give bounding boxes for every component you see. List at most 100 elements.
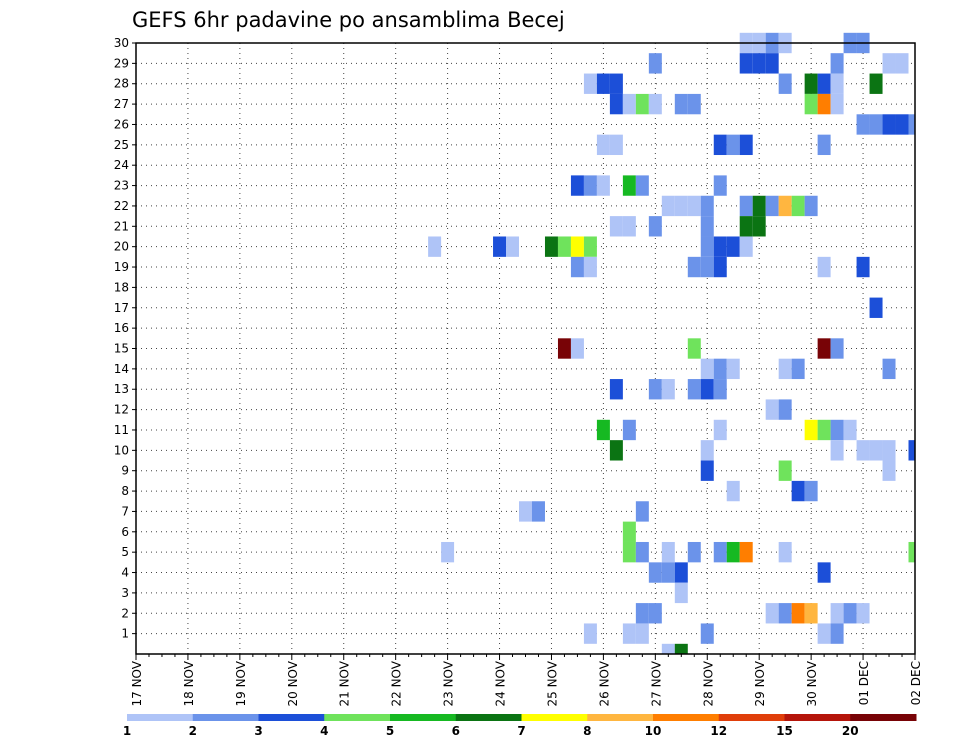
grid-lines xyxy=(136,43,916,654)
chart-title: GEFS 6hr padavine po ansamblima Becej xyxy=(132,8,565,32)
y-tick-label: 2 xyxy=(121,606,129,620)
y-tick-label: 30 xyxy=(114,36,129,50)
heatmap-cell xyxy=(713,379,727,400)
heatmap-cell xyxy=(700,623,714,644)
heatmap-cell xyxy=(557,236,571,257)
heatmap-cell xyxy=(583,623,597,644)
heatmap-cell xyxy=(687,93,701,115)
heatmap-cell xyxy=(765,195,779,217)
heatmap-cell xyxy=(441,541,455,563)
x-tick-label: 29 NOV xyxy=(753,660,767,706)
heatmap-cell xyxy=(895,53,909,74)
heatmap-cell xyxy=(843,603,857,624)
heatmap-cell xyxy=(609,379,623,400)
heatmap-cell xyxy=(661,195,675,217)
x-tick-label: 26 NOV xyxy=(597,660,611,706)
y-tick-label: 14 xyxy=(114,362,129,376)
heatmap-cell xyxy=(674,582,688,604)
y-tick-label: 25 xyxy=(114,138,129,152)
y-tick-label: 19 xyxy=(114,260,129,274)
heatmap-cell xyxy=(817,93,831,115)
heatmap-cell xyxy=(804,73,818,94)
heatmap-cell xyxy=(622,175,636,196)
heatmap-cell xyxy=(869,114,883,135)
heatmap-cell xyxy=(830,440,844,461)
colorbar-swatch xyxy=(521,714,588,721)
heatmap-cell xyxy=(830,623,844,644)
x-tick-label: 21 NOV xyxy=(338,660,352,706)
heatmap-cell xyxy=(791,358,805,380)
heatmap-cell xyxy=(648,93,662,115)
y-tick-label: 7 xyxy=(121,504,129,518)
colorbar-swatch xyxy=(850,714,917,721)
y-tick-label: 26 xyxy=(114,117,129,131)
heatmap-cell xyxy=(765,53,779,74)
colorbar-label: 8 xyxy=(583,724,591,738)
heatmap-cell xyxy=(713,256,727,278)
heatmap-cell xyxy=(700,216,714,237)
x-tick-label: 17 NOV xyxy=(130,660,144,706)
heatmap-cell xyxy=(804,419,818,441)
heatmap-cell xyxy=(791,195,805,217)
heatmap-cell xyxy=(804,480,818,502)
heatmap-cell xyxy=(752,53,766,74)
heatmap-cell xyxy=(635,501,649,522)
heatmap-cell xyxy=(765,399,779,420)
x-tick-label: 27 NOV xyxy=(649,660,663,706)
heatmap-cell xyxy=(700,195,714,217)
heatmap-cell xyxy=(687,256,701,278)
heatmap-cell xyxy=(583,73,597,94)
heatmap-cell xyxy=(778,460,792,481)
heatmap-cell xyxy=(713,419,727,441)
heatmap-cell xyxy=(609,93,623,115)
heatmap-cell xyxy=(830,419,844,441)
y-tick-label: 27 xyxy=(114,97,129,111)
x-tick-label: 22 NOV xyxy=(390,660,404,706)
heatmap-cell xyxy=(726,358,740,380)
y-tick-label: 24 xyxy=(114,158,129,172)
y-tick-label: 6 xyxy=(121,525,129,539)
heatmap-cell xyxy=(674,93,688,115)
heatmap-cell xyxy=(830,338,844,359)
heatmap-cell xyxy=(635,541,649,563)
colorbar-label: 7 xyxy=(517,724,525,738)
heatmap-cell xyxy=(648,216,662,237)
heatmap-cell xyxy=(856,256,870,278)
heatmap-cell xyxy=(635,623,649,644)
heatmap-cell xyxy=(739,236,753,257)
colorbar-swatch xyxy=(587,714,654,721)
y-tick-label: 20 xyxy=(114,240,129,254)
heatmap-cell xyxy=(778,541,792,563)
heatmap-cell xyxy=(752,195,766,217)
y-tick-label: 22 xyxy=(114,199,129,213)
y-tick-label: 17 xyxy=(114,301,129,315)
y-tick-label: 28 xyxy=(114,77,129,91)
x-axis: 17 NOV 18 NOV 19 NOV 20 NOV 21 NOV 22 NOV 23 N… xyxy=(130,654,923,707)
x-tick-label: 18 NOV xyxy=(182,660,196,706)
heatmap-cell xyxy=(895,114,909,135)
x-tick-label: 01 DEC xyxy=(857,661,871,705)
heatmap-cell xyxy=(739,216,753,237)
heatmap-cell xyxy=(687,195,701,217)
heatmap-cell xyxy=(804,603,818,624)
colorbar-swatch xyxy=(258,714,325,721)
heatmap-cell xyxy=(817,338,831,359)
heatmap-cell xyxy=(700,440,714,461)
heatmap-cell xyxy=(596,134,610,156)
heatmap-cell xyxy=(830,73,844,94)
heatmap-cell xyxy=(519,501,532,522)
colorbar-swatch xyxy=(127,714,194,721)
heatmap-cell xyxy=(739,195,753,217)
colorbar-swatch xyxy=(455,714,522,721)
heatmap-cell xyxy=(609,134,623,156)
heatmap-cell xyxy=(765,603,779,624)
x-tick-label: 30 NOV xyxy=(805,660,819,706)
heatmap-cell xyxy=(856,114,870,135)
colorbar-label: 4 xyxy=(320,724,328,738)
heatmap-cell xyxy=(817,73,831,94)
colorbar-swatch xyxy=(784,714,851,721)
heatmap-cell xyxy=(778,195,792,217)
heatmap-cell xyxy=(661,541,675,563)
heatmap-cell xyxy=(700,236,714,257)
colorbar-swatch xyxy=(390,714,457,721)
